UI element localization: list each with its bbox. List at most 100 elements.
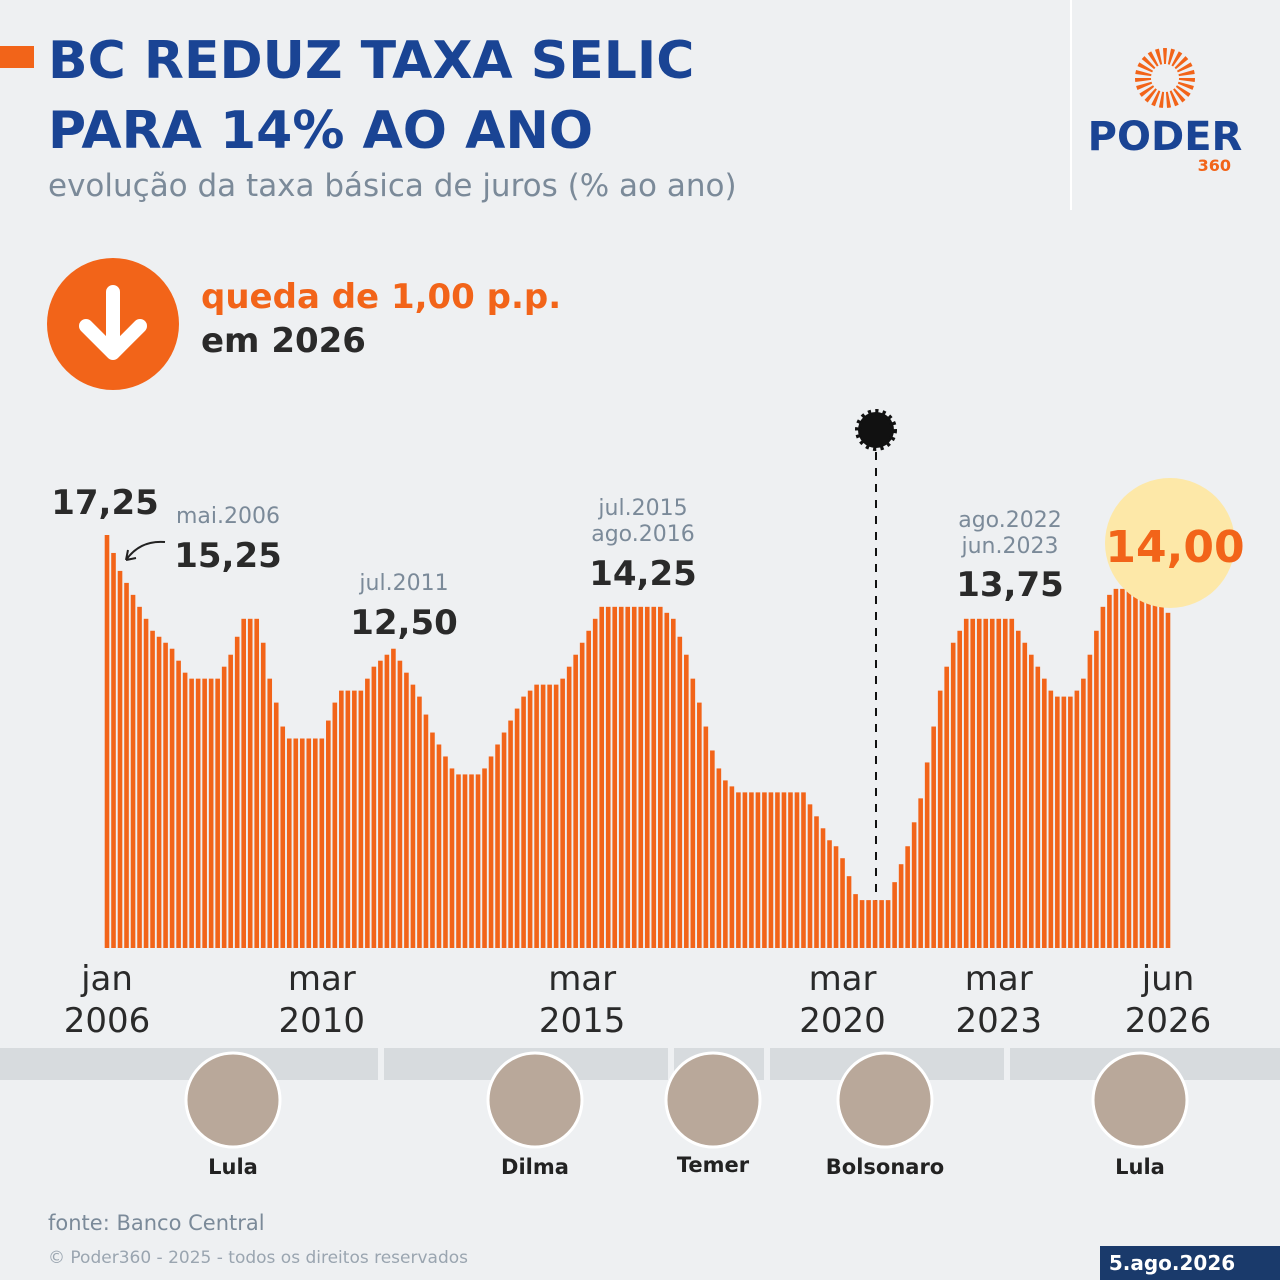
value-label: 12,50 [350,603,458,643]
bar [195,678,201,948]
bar [970,618,976,948]
bar [1055,696,1060,948]
bar [117,570,123,948]
bar [1100,606,1106,948]
bar [254,618,260,948]
bar [664,612,670,948]
bar [430,732,435,948]
value-label: 14,00 [1105,522,1244,573]
highlight: queda de 1,00 p.p. [201,277,561,317]
bar [469,774,474,948]
bar [697,702,702,948]
title-marker [0,46,34,68]
bar [1152,600,1158,948]
bar [1159,606,1164,948]
bar [560,678,565,948]
president: Lula [208,1155,258,1179]
photo [184,1051,282,1149]
bar [612,606,618,948]
bar [501,732,507,948]
bar [1009,618,1015,948]
bar [599,606,604,948]
bar [208,678,214,948]
logo-name: PODER [1088,114,1243,160]
bar [365,678,370,948]
bar [1022,642,1028,948]
bar [182,672,188,948]
bar [1074,690,1080,948]
bar [221,666,227,948]
logo-sun [1135,48,1195,108]
bar [247,618,253,948]
bar [312,738,318,948]
bar [1015,630,1021,948]
president: Lula [1115,1155,1165,1179]
photo [664,1051,762,1149]
bar [775,792,780,948]
bar [163,642,168,948]
bar [762,792,767,948]
bar [1139,588,1145,948]
bar [716,768,722,948]
bar [1165,612,1171,948]
bar [521,696,526,948]
bar [833,846,839,948]
bar [456,774,461,948]
bar [931,726,936,948]
bar [189,678,194,948]
bar [1120,588,1125,948]
bar [814,816,819,948]
copyright: © Poder360 - 2025 - todos os direitos re… [48,1248,468,1268]
bar [495,744,500,948]
president: Dilma [501,1155,569,1179]
bar [1126,588,1132,948]
bar [540,684,546,948]
bar [443,756,448,948]
bar [417,696,422,948]
bar [957,630,963,948]
subtitle: evolução da taxa básica de juros (% ao a… [48,168,737,204]
virus-icon [855,409,897,451]
bar [879,900,884,948]
bar [579,642,585,948]
bar [1002,618,1008,948]
bar [755,792,761,948]
bar [345,690,351,948]
x-tick-label: jan 2006 [63,959,151,1041]
bar [989,618,995,948]
bar [299,738,305,948]
bar [801,792,806,948]
term-bar [0,1048,378,1080]
president: Bolsonaro [826,1155,944,1179]
bar [671,618,676,948]
bar [449,768,455,948]
bar [352,690,357,948]
bar [1042,678,1047,948]
highlight-circle [1105,478,1235,608]
bar [332,702,338,948]
bar [885,900,891,948]
bar [137,606,142,948]
x-tick-label: mar 2010 [278,959,366,1041]
bar [1068,696,1073,948]
bar [319,738,325,948]
bar [111,552,116,948]
bar [840,858,845,948]
bar [202,678,207,948]
bar [592,618,598,948]
bar [944,666,949,948]
bar [306,738,312,948]
bar [566,666,572,948]
bar [788,792,793,948]
bar [898,864,904,948]
president: Temer [677,1153,750,1177]
bar [339,690,344,948]
bar [1113,588,1119,948]
value-label: 15,25 [174,536,282,576]
bar [286,738,292,948]
bar [807,804,813,948]
bar [176,660,181,948]
bar [534,684,539,948]
